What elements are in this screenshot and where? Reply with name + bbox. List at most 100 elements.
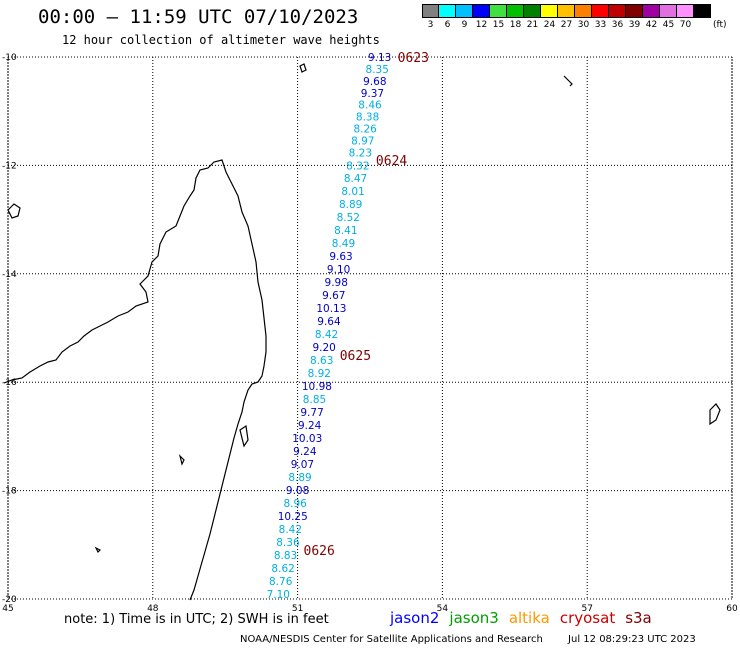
- colorbar-tick-label: 36: [611, 20, 624, 30]
- island-east: [563, 75, 573, 87]
- track-time-label: 0624: [376, 154, 407, 169]
- colorbar-swatch: [541, 4, 558, 18]
- wave-height-value: 9.08: [286, 485, 309, 497]
- wave-height-value: 9.10: [327, 264, 350, 276]
- island-west: [7, 203, 21, 219]
- wave-height-value: 8.35: [366, 64, 389, 76]
- wave-height-value: 8.63: [310, 355, 333, 367]
- wave-height-value: 10.25: [278, 511, 308, 523]
- colorbar-swatch: [473, 4, 490, 18]
- wave-height-value: 8.46: [358, 100, 382, 112]
- footer-credit: NOAA/NESDIS Center for Satellite Applica…: [240, 634, 543, 645]
- colorbar-swatch: [660, 4, 677, 18]
- madagascar-coast: [3, 159, 267, 601]
- satellite-legend: jason2 jason3 altika cryosat s3a: [390, 609, 662, 627]
- islet-3: [239, 424, 249, 448]
- wave-height-value: 8.26: [353, 124, 377, 136]
- colorbar-tick-label: 12: [475, 20, 488, 30]
- wave-height-value: 8.96: [283, 498, 307, 510]
- colorbar-tick-label: 3: [427, 20, 434, 30]
- wave-height-value: 9.24: [293, 446, 317, 458]
- footer-timestamp: Jul 12 08:29:23 UTC 2023: [568, 634, 696, 645]
- lon-tick-label: 45: [2, 604, 13, 614]
- lat-tick-label: -10: [2, 53, 17, 63]
- colorbar-tick-label: 15: [492, 20, 505, 30]
- colorbar-swatch: [524, 4, 541, 18]
- wave-height-value: 8.42: [315, 329, 338, 341]
- track-time-label: 0625: [340, 349, 371, 364]
- track-time-labels: 0623 0624 0625 0626: [304, 51, 429, 559]
- colorbar-swatch: [507, 4, 524, 18]
- lon-tick-label: 51: [292, 604, 303, 614]
- lat-lon-grid: [7, 56, 733, 600]
- colorbar-tick-label: 45: [662, 20, 675, 30]
- colorbar-swatch: [490, 4, 507, 18]
- colorbar: [422, 4, 711, 18]
- colorbar-swatch: [575, 4, 592, 18]
- wave-height-value: 8.83: [274, 550, 297, 562]
- wave-height-value: 8.36: [276, 537, 300, 549]
- colorbar-swatch: [694, 4, 711, 18]
- coastline: [3, 63, 721, 601]
- legend-entry-jason3: jason3: [449, 609, 499, 627]
- colorbar-swatch: [643, 4, 660, 18]
- wave-height-value: 9.13: [368, 52, 391, 64]
- lat-tick-label: -16: [2, 378, 17, 388]
- wave-height-value: 8.85: [303, 394, 326, 406]
- colorbar-tick-label: 42: [645, 20, 658, 30]
- colorbar-tick-label: 27: [560, 20, 573, 30]
- wave-height-value: 9.20: [312, 342, 335, 354]
- map-subtitle: 12 hour collection of altimeter wave hei…: [62, 33, 380, 47]
- colorbar-swatch: [592, 4, 609, 18]
- island-north: [299, 63, 307, 73]
- wave-height-value: 8.23: [349, 147, 372, 159]
- wave-height-value: 8.41: [334, 225, 357, 237]
- wave-height-value: 9.77: [300, 407, 323, 419]
- wave-height-value: 10.98: [302, 381, 332, 393]
- colorbar-swatch: [626, 4, 643, 18]
- wave-height-value: 9.64: [317, 316, 341, 328]
- wave-height-value: 8.97: [351, 135, 374, 147]
- wave-height-value: 10.13: [316, 303, 346, 315]
- lon-tick-label: 57: [581, 604, 592, 614]
- wave-height-value: 8.92: [308, 368, 331, 380]
- legend-entry-s3a: s3a: [625, 609, 652, 627]
- colorbar-tick-label: 6: [444, 20, 451, 30]
- note-text: note: 1) Time is in UTC; 2) SWH is in fe…: [64, 612, 329, 627]
- colorbar-swatch: [439, 4, 456, 18]
- wave-height-value: 8.62: [271, 563, 294, 575]
- wave-height-value: 8.89: [288, 472, 311, 484]
- colorbar-labels: 3 6 9 12 15 18 21 24 27 30 33 36 39 42 45 70 (ft): [422, 20, 727, 30]
- wave-height-value: 8.76: [269, 576, 293, 588]
- map-title: 00:00 – 11:59 UTC 07/10/2023: [38, 6, 359, 28]
- colorbar-swatch: [609, 4, 626, 18]
- colorbar-tick-label: 33: [594, 20, 607, 30]
- track-time-label: 0626: [304, 544, 335, 559]
- lat-tick-label: -18: [2, 487, 17, 497]
- lat-tick-label: -20: [2, 595, 17, 605]
- wave-height-value: 9.24: [298, 420, 322, 432]
- wave-height-value: 8.49: [332, 238, 355, 250]
- islet-1: [178, 454, 185, 466]
- lat-tick-label: -12: [2, 161, 17, 171]
- legend-entry-jason2: jason2: [390, 609, 440, 627]
- colorbar-tick-label: 30: [577, 20, 590, 30]
- wave-height-value: 8.38: [356, 112, 379, 124]
- colorbar-tick-label: 70: [679, 20, 692, 30]
- colorbar-tick-label: 18: [509, 20, 522, 30]
- colorbar-swatch: [456, 4, 473, 18]
- wave-height-value: 9.63: [329, 251, 352, 263]
- wave-height-value: 8.47: [344, 173, 367, 185]
- wave-height-value: 8.32: [346, 160, 369, 172]
- colorbar-swatch: [558, 4, 575, 18]
- colorbar-swatch: [422, 4, 439, 18]
- wave-height-value: 10.03: [292, 433, 322, 445]
- lon-tick-label: 48: [147, 604, 159, 614]
- footer: NOAA/NESDIS Center for Satellite Applica…: [240, 634, 718, 645]
- legend-entry-cryosat: cryosat: [559, 609, 616, 627]
- colorbar-tick-label: 9: [461, 20, 468, 30]
- colorbar-tick-label: 24: [543, 20, 556, 30]
- legend-entry-altika: altika: [508, 609, 550, 627]
